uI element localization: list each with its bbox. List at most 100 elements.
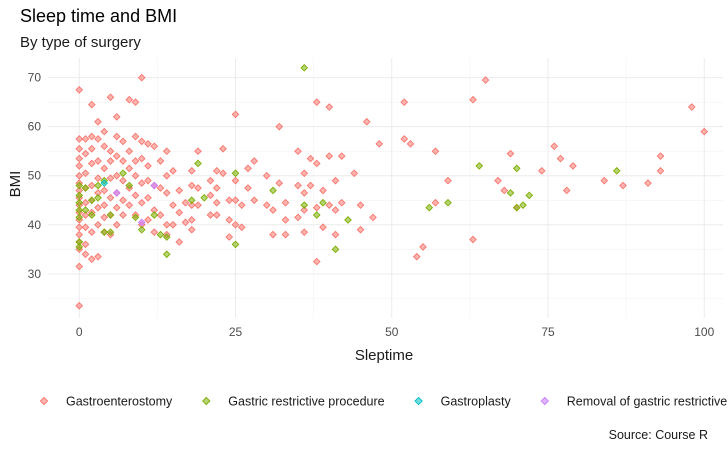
data-point bbox=[537, 166, 546, 175]
data-point bbox=[75, 181, 84, 190]
data-point bbox=[206, 191, 215, 200]
data-point bbox=[262, 201, 271, 210]
data-point bbox=[119, 157, 127, 165]
data-point bbox=[94, 117, 102, 126]
data-point bbox=[131, 171, 140, 180]
data-point bbox=[244, 184, 252, 192]
data-point bbox=[87, 255, 96, 263]
data-point bbox=[81, 211, 90, 219]
chart-caption: Source: Course R bbox=[608, 428, 708, 442]
data-point bbox=[300, 169, 309, 178]
y-tick-labels: 30 40 50 60 70 bbox=[28, 71, 42, 281]
data-point bbox=[231, 110, 240, 119]
x-tick-labels: 0 25 50 75 100 bbox=[76, 325, 715, 339]
data-point bbox=[325, 201, 334, 210]
data-point bbox=[144, 216, 152, 224]
data-point bbox=[81, 169, 90, 178]
data-point bbox=[150, 211, 159, 219]
data-point bbox=[87, 100, 96, 109]
data-point bbox=[175, 238, 184, 246]
chart-points bbox=[75, 63, 709, 310]
data-point bbox=[369, 213, 377, 222]
data-point bbox=[169, 220, 177, 229]
data-point bbox=[194, 159, 202, 168]
data-point bbox=[225, 216, 234, 224]
chart-subtitle: By type of surgery bbox=[20, 34, 141, 51]
data-point bbox=[119, 176, 127, 185]
data-point bbox=[406, 140, 415, 148]
data-point bbox=[231, 220, 240, 229]
chart-title: Sleep time and BMI bbox=[20, 6, 178, 26]
data-point bbox=[81, 223, 90, 232]
data-point bbox=[319, 223, 327, 232]
data-point bbox=[100, 213, 109, 222]
data-point bbox=[194, 147, 202, 156]
data-point bbox=[294, 213, 302, 222]
data-point bbox=[131, 132, 140, 141]
y-axis-label: BMI bbox=[7, 171, 24, 198]
data-point bbox=[87, 228, 96, 236]
data-point bbox=[94, 203, 102, 212]
data-point bbox=[81, 198, 90, 207]
data-point bbox=[219, 144, 227, 153]
data-point bbox=[512, 164, 521, 173]
data-point bbox=[306, 154, 315, 163]
data-point bbox=[125, 181, 134, 190]
data-point bbox=[137, 137, 146, 146]
data-point bbox=[187, 196, 196, 205]
data-point bbox=[181, 218, 190, 227]
data-point bbox=[506, 149, 515, 158]
data-point bbox=[331, 230, 340, 239]
data-point bbox=[500, 186, 509, 195]
data-point bbox=[519, 201, 527, 210]
data-point bbox=[112, 171, 121, 180]
data-point bbox=[400, 135, 409, 143]
data-point bbox=[125, 201, 134, 210]
x-tick-label: 0 bbox=[76, 325, 83, 339]
data-point bbox=[187, 166, 196, 175]
legend-item: Gastric restrictive procedure bbox=[202, 395, 385, 409]
data-point bbox=[431, 147, 440, 156]
data-point bbox=[181, 198, 190, 207]
data-point bbox=[156, 211, 165, 219]
legend-item: Gastroenterostomy bbox=[39, 395, 173, 409]
x-tick-label: 75 bbox=[541, 325, 555, 339]
data-point bbox=[281, 216, 290, 224]
data-point bbox=[619, 181, 627, 190]
data-point bbox=[100, 164, 109, 173]
data-point bbox=[94, 174, 102, 183]
data-point bbox=[162, 233, 171, 241]
data-point bbox=[244, 164, 252, 173]
data-point bbox=[81, 184, 90, 192]
data-point bbox=[269, 230, 277, 239]
data-point bbox=[125, 95, 134, 104]
legend-item: Gastroplasty bbox=[414, 395, 512, 409]
data-point bbox=[75, 154, 84, 163]
data-point bbox=[87, 196, 96, 205]
data-point bbox=[169, 201, 177, 210]
y-tick-label: 70 bbox=[28, 71, 42, 85]
data-point bbox=[300, 228, 309, 236]
data-point bbox=[506, 189, 515, 197]
data-point bbox=[106, 193, 115, 202]
data-point bbox=[75, 144, 84, 153]
data-point bbox=[269, 206, 277, 214]
data-point bbox=[75, 243, 84, 251]
data-point bbox=[100, 228, 109, 236]
data-point bbox=[87, 144, 96, 153]
legend-key bbox=[540, 396, 550, 406]
data-point bbox=[87, 159, 96, 168]
data-point bbox=[137, 154, 146, 163]
data-point bbox=[75, 213, 84, 222]
data-point bbox=[187, 225, 196, 234]
data-point bbox=[312, 257, 321, 266]
x-tick-label: 100 bbox=[694, 325, 714, 339]
data-point bbox=[231, 176, 240, 185]
data-point bbox=[569, 162, 577, 170]
data-point bbox=[475, 162, 484, 170]
data-point bbox=[94, 157, 102, 165]
data-point bbox=[300, 201, 309, 210]
data-point bbox=[231, 240, 240, 249]
data-point bbox=[94, 135, 102, 143]
data-point bbox=[106, 93, 115, 102]
